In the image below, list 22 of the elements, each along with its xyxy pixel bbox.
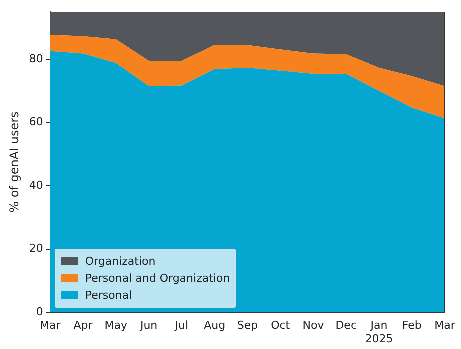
x-tick-label: Aug — [204, 319, 226, 332]
legend-label: Organization — [85, 254, 156, 268]
legend-label: Personal — [85, 288, 132, 302]
x-tick-label: Feb — [402, 319, 422, 332]
x-tick-label: Jul — [174, 319, 189, 332]
x-tick-label: Sep — [237, 319, 258, 332]
y-tick-label: 40 — [29, 178, 44, 192]
x-tick-label: Nov — [302, 319, 325, 332]
y-tick-label: 20 — [29, 242, 44, 256]
legend-label: Personal and Organization — [85, 272, 230, 285]
x-tick-label: Dec — [336, 319, 357, 332]
x-tick-label: Apr — [74, 319, 94, 332]
y-tick-label: 0 — [36, 305, 44, 318]
y-tick-label: 60 — [29, 116, 44, 129]
x-tick-label: Oct — [271, 319, 291, 332]
y-tick-label: 80 — [29, 52, 44, 66]
y-axis-title: % of genAI users — [7, 112, 22, 213]
x-tick-label: Jun — [139, 319, 158, 332]
x-tick-label: May — [104, 319, 128, 332]
x-tick-label: Mar — [434, 319, 456, 332]
x-tick-label: Jan 2025 — [365, 319, 394, 346]
x-tick-label: Mar — [40, 319, 62, 332]
